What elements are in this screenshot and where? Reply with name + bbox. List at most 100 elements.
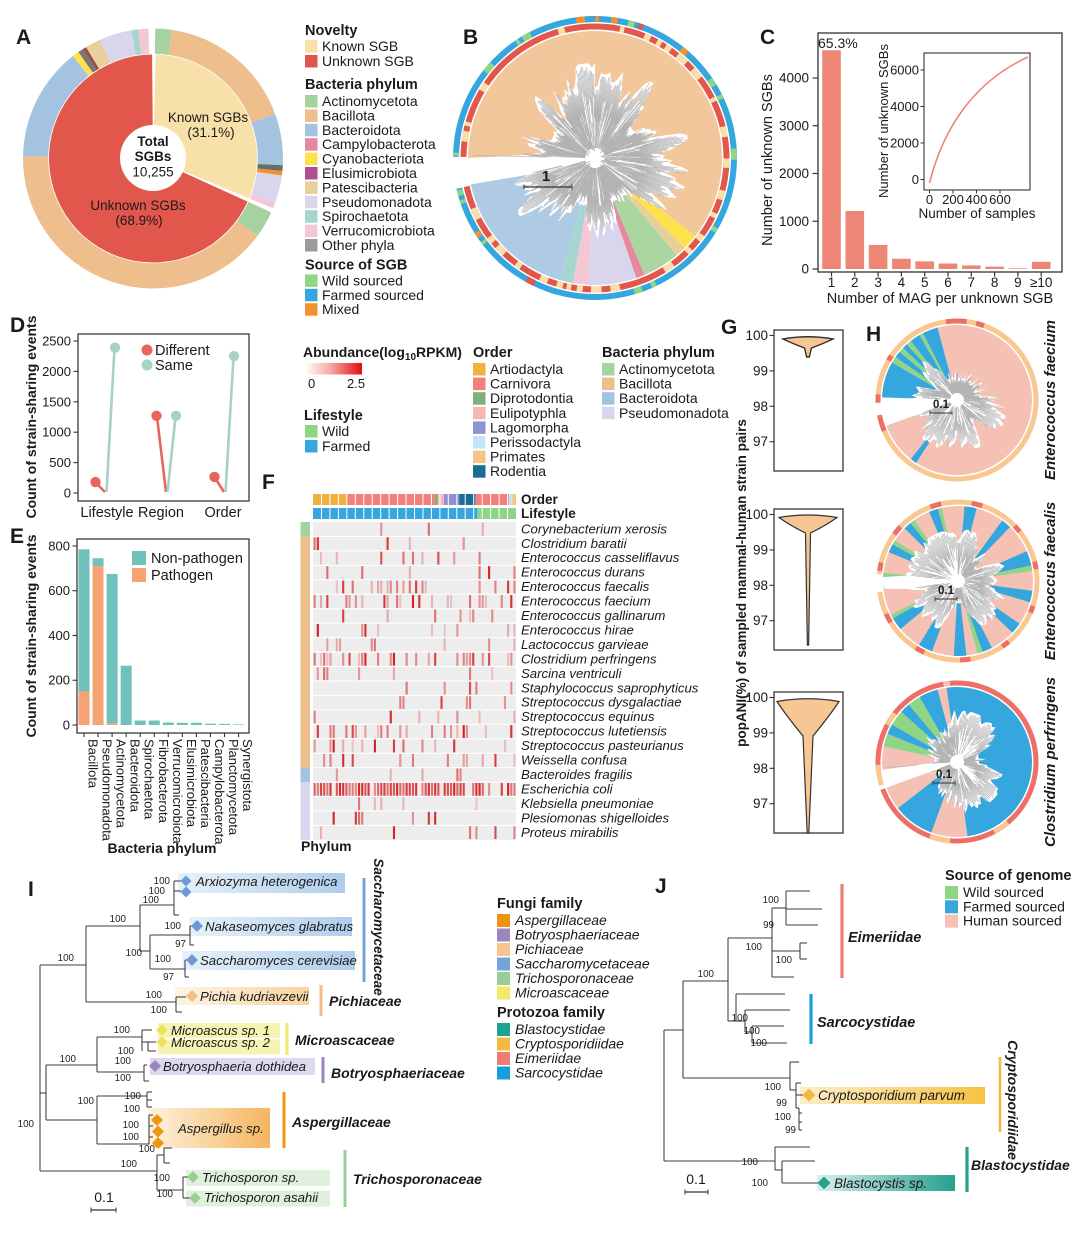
svg-text:Phylum: Phylum: [301, 838, 352, 854]
svg-text:100: 100: [143, 895, 160, 906]
svg-text:Order: Order: [204, 505, 241, 521]
svg-text:Bacillota: Bacillota: [86, 739, 101, 789]
svg-text:Human sourced: Human sourced: [963, 913, 1062, 929]
svg-text:100: 100: [745, 328, 768, 343]
svg-text:Pseudomonadota: Pseudomonadota: [100, 739, 115, 842]
svg-text:Protozoa family: Protozoa family: [497, 1005, 605, 1021]
svg-text:Sarcocystidae: Sarcocystidae: [515, 1065, 603, 1081]
svg-text:97: 97: [753, 613, 768, 628]
svg-text:0: 0: [308, 376, 315, 391]
svg-text:Microascaceae: Microascaceae: [295, 1032, 395, 1048]
svg-text:4000: 4000: [779, 71, 809, 86]
svg-text:Eimeriidae: Eimeriidae: [848, 930, 921, 946]
svg-text:Trichosporonaceae: Trichosporonaceae: [515, 970, 634, 986]
svg-text:99: 99: [785, 1125, 796, 1136]
svg-text:Pseudomonadota: Pseudomonadota: [322, 194, 432, 210]
svg-text:Elusimicrobiota: Elusimicrobiota: [322, 165, 417, 181]
svg-text:Perissodactyla: Perissodactyla: [490, 434, 581, 450]
svg-text:1000: 1000: [42, 425, 71, 440]
svg-text:Same: Same: [155, 358, 193, 374]
svg-text:4: 4: [898, 275, 906, 290]
svg-text:500: 500: [49, 455, 71, 470]
svg-text:100: 100: [745, 690, 768, 705]
svg-text:Source of SGB: Source of SGB: [305, 257, 407, 273]
svg-text:100: 100: [155, 954, 172, 965]
svg-text:Order: Order: [521, 492, 559, 507]
svg-text:100: 100: [146, 990, 163, 1001]
svg-text:Unknown SGB: Unknown SGB: [322, 53, 414, 69]
svg-text:0: 0: [64, 486, 71, 501]
svg-text:Weissella confusa: Weissella confusa: [521, 753, 627, 768]
svg-text:200: 200: [942, 192, 964, 207]
svg-text:Wild: Wild: [322, 423, 349, 439]
svg-text:2000: 2000: [779, 166, 809, 181]
svg-text:Order: Order: [473, 345, 513, 361]
svg-text:Actinomycetota: Actinomycetota: [619, 361, 715, 377]
svg-text:Fungi family: Fungi family: [497, 896, 582, 912]
svg-text:2.5: 2.5: [347, 376, 365, 391]
svg-text:Bacillota: Bacillota: [322, 107, 375, 123]
svg-text:Trichosporon sp.: Trichosporon sp.: [202, 1170, 299, 1185]
svg-text:Cyanobacteriota: Cyanobacteriota: [322, 151, 424, 167]
svg-text:100: 100: [125, 1091, 142, 1102]
svg-text:100: 100: [732, 1013, 749, 1024]
svg-text:5: 5: [921, 275, 929, 290]
svg-text:Staphylococcus saprophyticus: Staphylococcus saprophyticus: [521, 680, 699, 695]
svg-text:Nakaseomyces glabratus: Nakaseomyces glabratus: [205, 919, 353, 934]
svg-text:Known SGB: Known SGB: [322, 38, 398, 54]
svg-text:Farmed sourced: Farmed sourced: [322, 287, 424, 303]
svg-text:Lactococcus garvieae: Lactococcus garvieae: [521, 637, 649, 652]
svg-text:400: 400: [966, 192, 988, 207]
svg-text:400: 400: [48, 628, 70, 643]
svg-text:Pichiaceae: Pichiaceae: [329, 993, 402, 1009]
svg-text:Blastocystidae: Blastocystidae: [971, 1157, 1070, 1173]
svg-text:Campylobacterota: Campylobacterota: [212, 739, 227, 845]
svg-text:Count of strain-sharing events: Count of strain-sharing events: [23, 315, 39, 518]
svg-text:Cryptosporidium parvum: Cryptosporidium parvum: [818, 1088, 965, 1103]
svg-text:0.1: 0.1: [686, 1171, 706, 1187]
svg-text:Mixed: Mixed: [322, 301, 359, 317]
svg-text:Enterococcus faecium: Enterococcus faecium: [1042, 320, 1059, 480]
svg-text:Cryptosporidiidae: Cryptosporidiidae: [515, 1036, 624, 1052]
svg-text:Number of unknown SGBs: Number of unknown SGBs: [876, 44, 891, 198]
svg-text:4000: 4000: [890, 99, 919, 114]
svg-text:Verrucomicrobiota: Verrucomicrobiota: [322, 223, 435, 239]
svg-text:100: 100: [744, 1026, 761, 1037]
svg-text:D: D: [10, 314, 25, 337]
svg-text:0: 0: [801, 262, 809, 277]
svg-text:Enterococcus durans: Enterococcus durans: [521, 565, 645, 580]
svg-text:Planctomycetota: Planctomycetota: [226, 739, 241, 836]
svg-text:Botryosphaeriaceae: Botryosphaeriaceae: [515, 927, 640, 943]
svg-text:100: 100: [751, 1038, 768, 1049]
svg-text:100: 100: [121, 1159, 138, 1170]
svg-text:98: 98: [753, 761, 768, 776]
svg-text:0.1: 0.1: [94, 1189, 114, 1205]
svg-text:Saccharomycetaceae: Saccharomycetaceae: [371, 858, 386, 996]
svg-text:Lagomorpha: Lagomorpha: [490, 419, 569, 435]
svg-text:Sarcocystidae: Sarcocystidae: [817, 1015, 915, 1031]
svg-text:100: 100: [58, 953, 75, 964]
svg-text:Arxiozyma heterogenica: Arxiozyma heterogenica: [195, 874, 337, 889]
svg-text:0: 0: [912, 172, 919, 187]
svg-text:97: 97: [175, 939, 186, 950]
svg-text:100: 100: [110, 914, 127, 925]
svg-text:Primates: Primates: [490, 449, 545, 465]
svg-text:0.1: 0.1: [936, 769, 953, 781]
svg-text:Non-pathogen: Non-pathogen: [151, 551, 243, 567]
svg-text:0: 0: [63, 718, 70, 733]
svg-text:6000: 6000: [890, 63, 919, 78]
svg-text:Enterococcus casseliflavus: Enterococcus casseliflavus: [521, 550, 680, 565]
svg-text:Elusimicrobiota: Elusimicrobiota: [184, 739, 199, 828]
svg-text:Enterococcus faecalis: Enterococcus faecalis: [1042, 502, 1059, 660]
svg-text:Enterococcus faecalis: Enterococcus faecalis: [521, 579, 650, 594]
svg-text:100: 100: [165, 921, 182, 932]
svg-text:Campylobacterota: Campylobacterota: [322, 136, 436, 152]
svg-text:Microascus sp. 2: Microascus sp. 2: [171, 1035, 271, 1050]
svg-text:Total: Total: [137, 134, 168, 149]
svg-text:Diprotodontia: Diprotodontia: [490, 390, 573, 406]
svg-text:Cryptosporidiidae: Cryptosporidiidae: [1005, 1040, 1021, 1160]
svg-text:1: 1: [542, 168, 550, 185]
svg-text:Aspergillus sp.: Aspergillus sp.: [177, 1121, 264, 1136]
svg-text:97: 97: [753, 434, 768, 449]
svg-text:Source of genome: Source of genome: [945, 868, 1072, 884]
